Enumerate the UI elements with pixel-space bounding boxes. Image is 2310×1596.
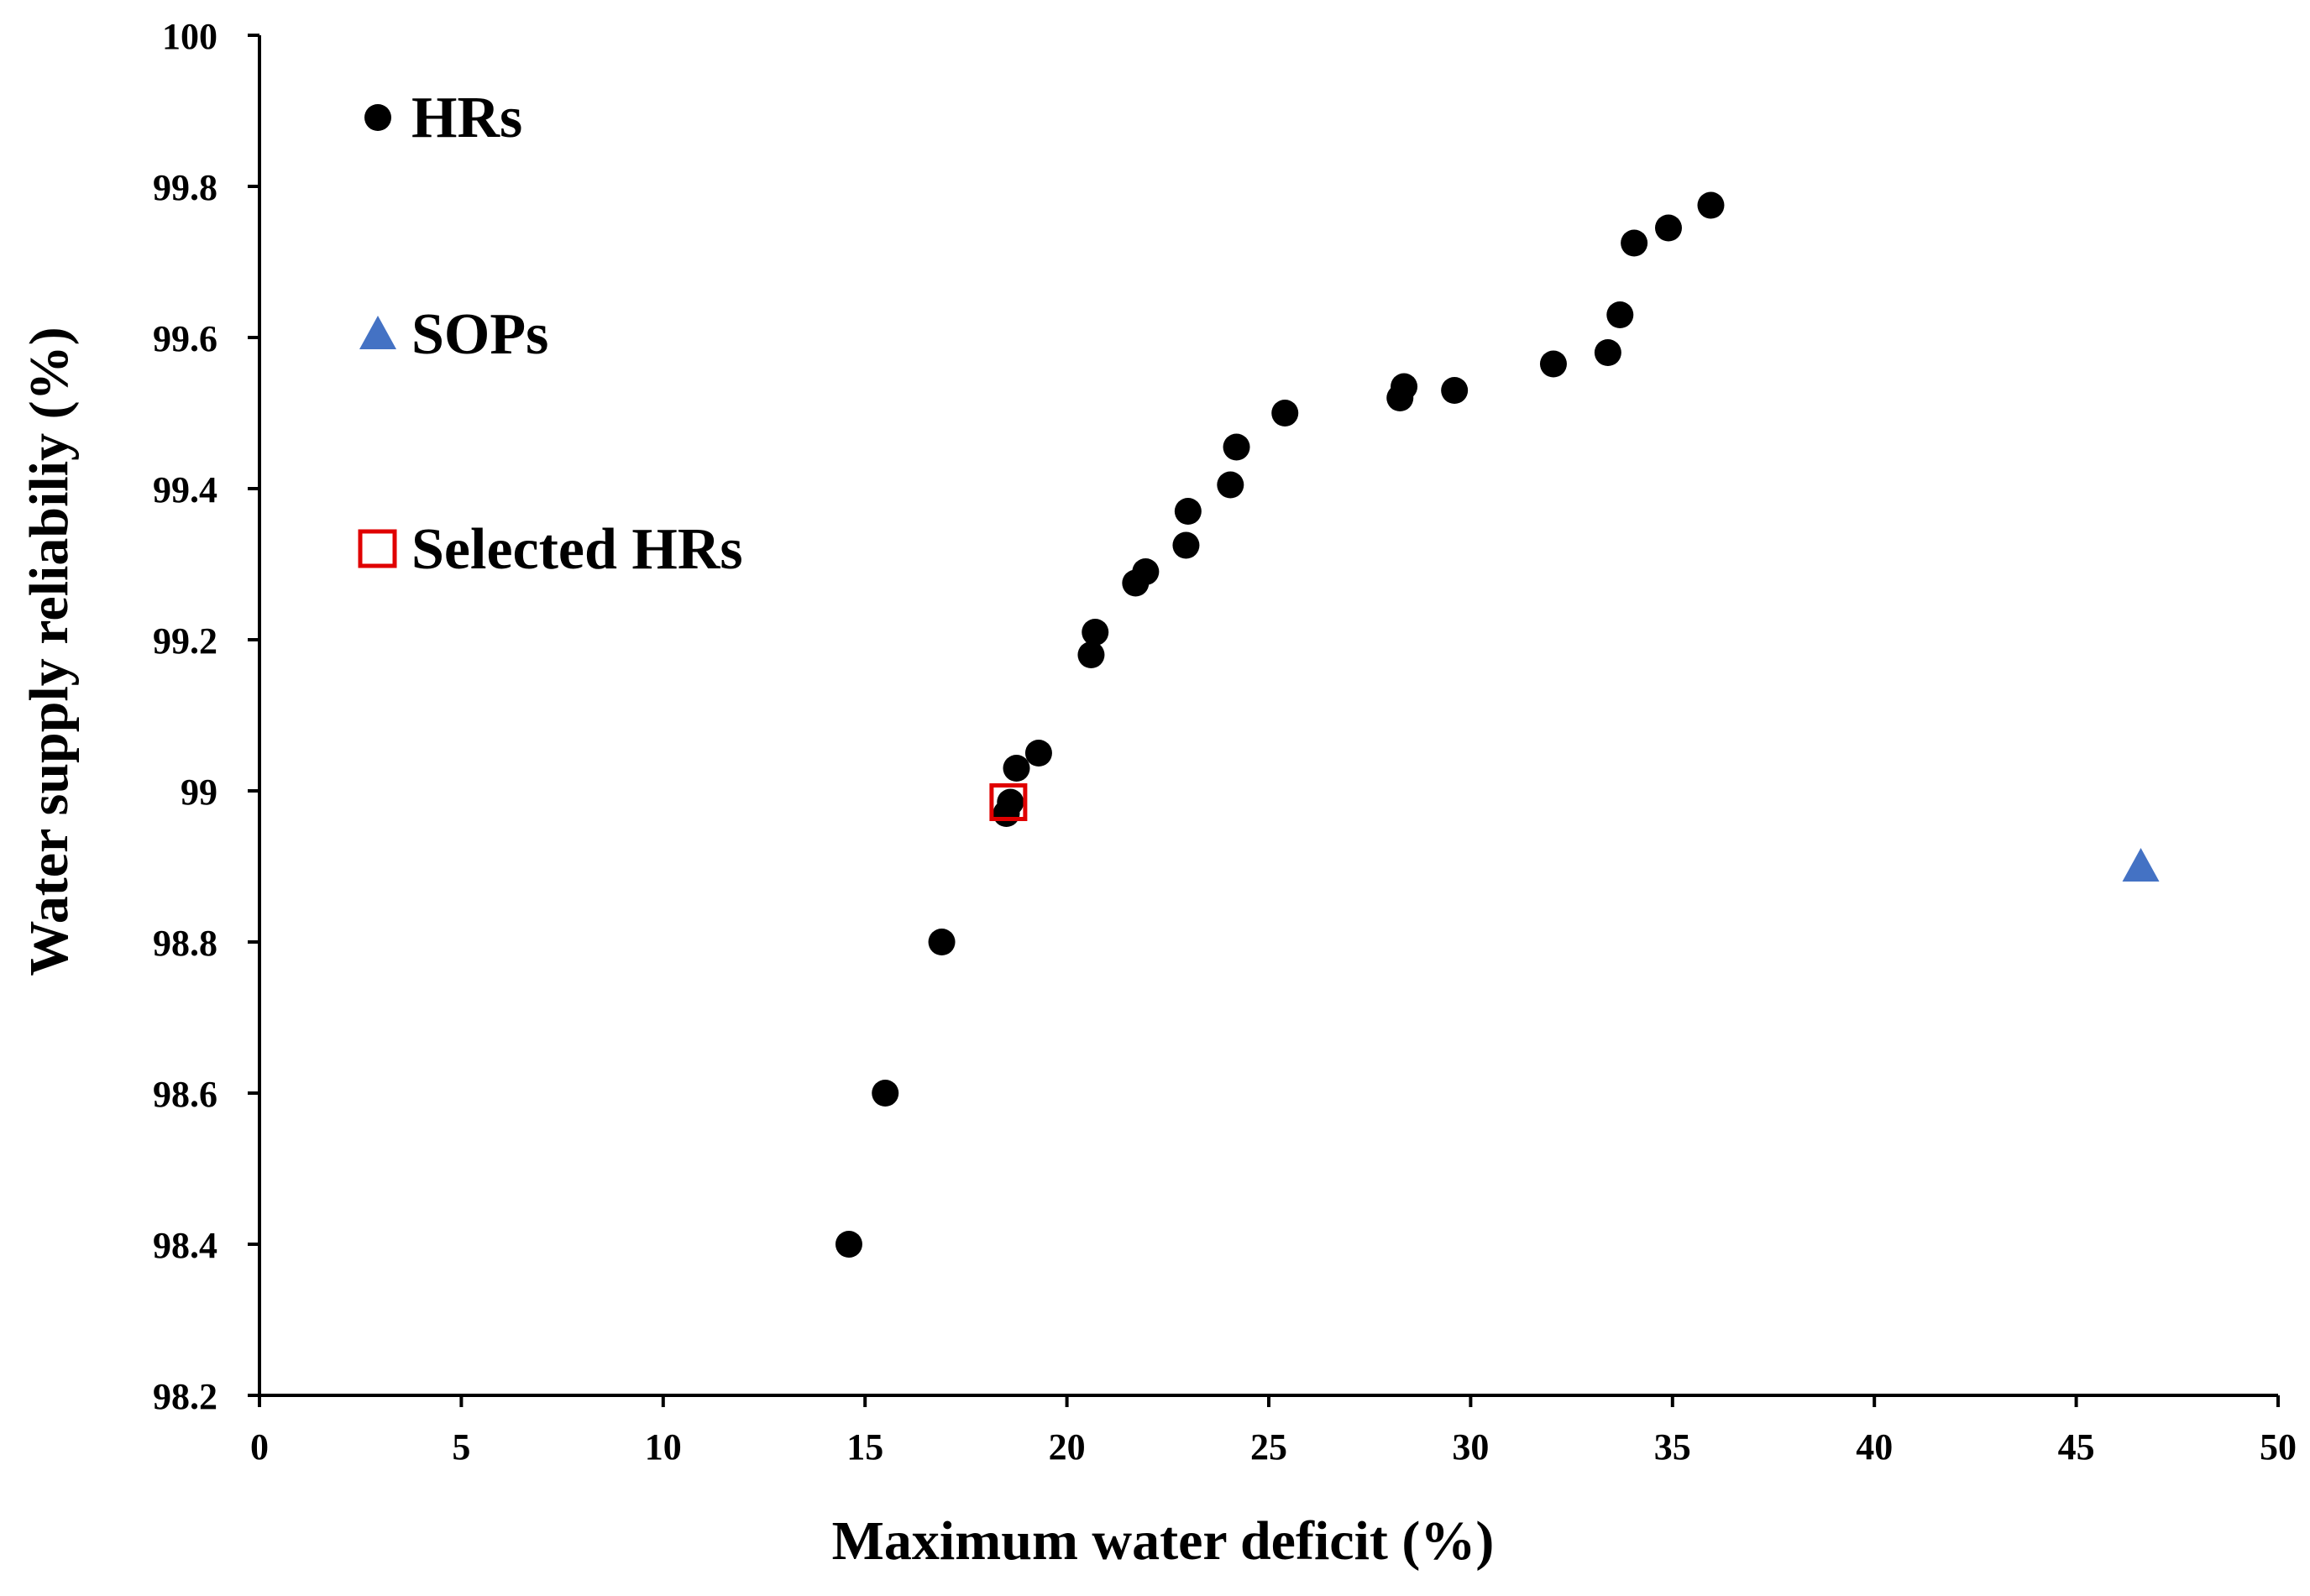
legend-item-sops: SOPs <box>359 302 548 367</box>
data-point-hrs <box>1217 471 1244 499</box>
y-tick-label: 99.8 <box>153 167 217 208</box>
data-point-hrs <box>1024 740 1052 767</box>
data-point-hrs <box>1172 531 1200 559</box>
x-tick-label: 30 <box>1452 1426 1489 1468</box>
x-tick-label: 50 <box>2260 1426 2297 1468</box>
y-tick-label: 98.4 <box>153 1225 217 1266</box>
data-points <box>835 191 2160 1258</box>
legend: HRs SOPs Selected HRs <box>358 86 743 582</box>
data-point-hrs <box>997 788 1024 816</box>
y-tick-label: 99.6 <box>153 318 217 359</box>
data-point-hrs <box>1003 755 1030 782</box>
axes <box>258 35 2278 1397</box>
x-tick-label: 15 <box>846 1426 883 1468</box>
data-point-hrs <box>928 929 956 955</box>
x-tick-label: 20 <box>1049 1426 1086 1468</box>
x-tick-label: 45 <box>2058 1426 2095 1468</box>
x-axis-title: Maximum water deficit (%) <box>832 1510 1495 1572</box>
legend-item-selected-hrs: Selected HRs <box>358 517 743 582</box>
y-tick-label: 99 <box>181 772 217 813</box>
y-ticks: 98.2 98.4 98.6 98.8 99 99.2 99.4 99.6 99.8 100 <box>153 16 259 1417</box>
y-tick-label: 98.6 <box>153 1074 217 1115</box>
data-point-hrs <box>1077 641 1105 668</box>
legend-marker-selected-hrs <box>358 529 397 568</box>
data-point-hrs <box>1132 558 1160 585</box>
data-point-hrs <box>1539 350 1567 378</box>
data-point-hrs <box>1223 433 1250 461</box>
legend-marker-hrs <box>364 104 391 131</box>
data-point-hrs <box>1697 191 1725 219</box>
data-point-hrs <box>1391 373 1418 400</box>
x-tick-label: 35 <box>1654 1426 1691 1468</box>
y-tick-label: 99.2 <box>153 620 217 662</box>
x-tick-label: 5 <box>452 1426 470 1468</box>
x-ticks: 0 5 10 15 20 25 30 35 40 45 50 <box>250 1395 2297 1468</box>
x-tick-label: 0 <box>250 1426 269 1468</box>
y-tick-label: 100 <box>162 16 217 57</box>
legend-label-selected-hrs: Selected HRs <box>411 517 743 582</box>
data-point-hrs <box>872 1080 899 1107</box>
y-tick-label: 99.4 <box>153 469 217 510</box>
data-point-hrs <box>1082 619 1109 646</box>
data-point-hrs <box>1174 498 1202 525</box>
data-point-hrs <box>1621 229 1648 257</box>
data-point-hrs <box>1271 400 1299 426</box>
y-axis-title: Water supply reliabiliy (%) <box>18 327 80 976</box>
y-tick-label: 98.2 <box>153 1376 217 1417</box>
legend-item-hrs: HRs <box>364 86 522 150</box>
y-tick-label: 98.8 <box>153 923 217 964</box>
legend-marker-sops <box>359 316 396 349</box>
legend-label-sops: SOPs <box>411 302 548 367</box>
x-tick-label: 10 <box>645 1426 682 1468</box>
legend-label-hrs: HRs <box>411 86 522 150</box>
data-point-hrs <box>835 1231 862 1258</box>
data-point-hrs <box>1441 377 1469 404</box>
data-point-sops <box>2122 848 2160 882</box>
x-tick-label: 25 <box>1250 1426 1287 1468</box>
data-point-hrs <box>1594 339 1621 366</box>
x-tick-label: 40 <box>1856 1426 1893 1468</box>
data-point-selected-hrs <box>989 783 1028 821</box>
data-point-hrs <box>1606 301 1634 328</box>
data-point-hrs <box>1654 214 1682 242</box>
